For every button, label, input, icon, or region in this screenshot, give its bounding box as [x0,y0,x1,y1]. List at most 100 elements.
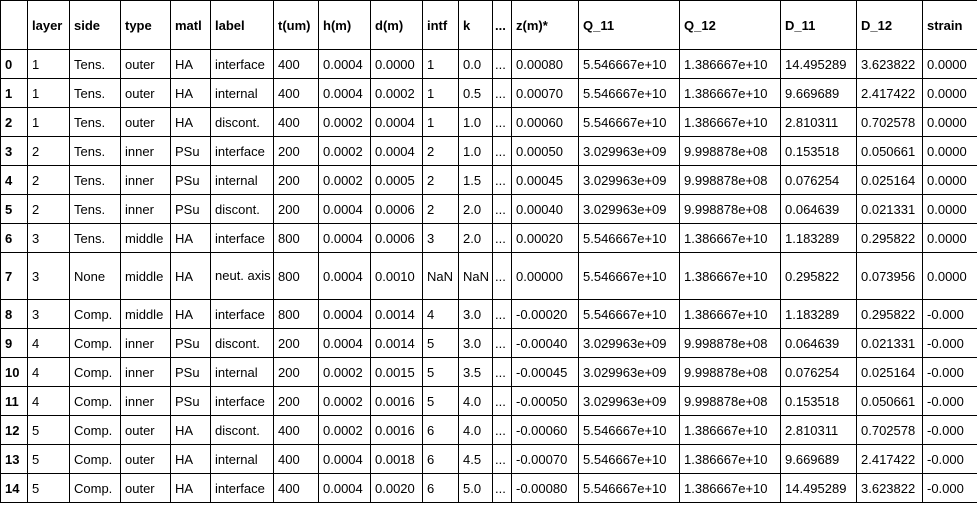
table-cell: 0.702578 [856,415,923,445]
table-cell: 0.0002 [318,415,371,445]
table-cell: interface [210,136,274,166]
table-cell: 0.025164 [856,357,923,387]
table-cell: PSu [170,386,211,416]
table-cell: 1.183289 [780,299,857,329]
column-header: D_12 [856,0,923,50]
table-cell: 0.0004 [318,194,371,224]
row-index: 0 [0,49,28,79]
table-cell: 1.0 [458,136,493,166]
table-cell: 0.153518 [780,386,857,416]
table-cell: 0.0004 [370,136,423,166]
column-header: D_11 [780,0,857,50]
table-cell: 1 [422,49,459,79]
table-cell: 14.495289 [780,473,857,503]
table-cell: 5.546667e+10 [578,415,680,445]
table-cell: Comp. [69,473,121,503]
table-cell: HA [170,473,211,503]
table-cell: 0.0000 [922,49,977,79]
table-cell: -0.00050 [511,386,579,416]
table-cell: 2 [422,165,459,195]
table-cell: 1.386667e+10 [679,415,781,445]
table-cell: 0.073956 [856,252,923,300]
column-header: side [69,0,121,50]
table-cell: outer [120,78,171,108]
table-cell: 1.386667e+10 [679,78,781,108]
table-cell: 1 [422,107,459,137]
table-cell: 400 [273,415,319,445]
table-cell: 5 [422,328,459,358]
table-cell: HA [170,444,211,474]
table-cell: 0.0014 [370,328,423,358]
ellipsis-cell: ... [492,194,512,224]
table-cell: internal [210,165,274,195]
ellipsis-cell: ... [492,299,512,329]
table-cell: 5.0 [458,473,493,503]
table-cell: -0.00080 [511,473,579,503]
ellipsis-cell: ... [492,386,512,416]
table-cell: 0.0002 [318,165,371,195]
column-header: type [120,0,171,50]
table-row: 12 5 Comp. outer HA discont. 400 0.0002 0.0016 6 4… [0,415,977,445]
table-cell: Comp. [69,444,121,474]
table-cell: 200 [273,194,319,224]
table-cell: 200 [273,357,319,387]
table-cell: 5.546667e+10 [578,107,680,137]
table-cell: neut. axis [210,252,274,300]
row-index: 11 [0,386,28,416]
table-cell: 4.0 [458,386,493,416]
table-cell: 0.0004 [318,444,371,474]
table-cell: discont. [210,415,274,445]
table-cell: outer [120,473,171,503]
table-cell: inner [120,194,171,224]
table-row: 1 1 Tens. outer HA internal 400 0.0004 0.0002 1 0.… [0,78,977,108]
table-cell: 0.021331 [856,328,923,358]
row-index: 9 [0,328,28,358]
table-cell: 2 [27,165,70,195]
table-cell: middle [120,252,171,300]
table-row: 13 5 Comp. outer HA internal 400 0.0004 0.0018 6 4… [0,444,977,474]
table-cell: inner [120,136,171,166]
table-cell: 3.029963e+09 [578,136,680,166]
table-cell: HA [170,223,211,253]
row-index: 5 [0,194,28,224]
table-cell: 0.0002 [370,78,423,108]
table-cell: 4 [422,299,459,329]
table-cell: 0.00020 [511,223,579,253]
table-cell: 0.5 [458,78,493,108]
table-cell: 9.998878e+08 [679,357,781,387]
row-index: 7 [0,252,28,300]
table-cell: outer [120,444,171,474]
table-cell: 5.546667e+10 [578,78,680,108]
table-cell: 800 [273,223,319,253]
table-cell: HA [170,415,211,445]
ellipsis-header: ... [492,0,512,50]
table-cell: 0.0002 [318,136,371,166]
table-cell: Tens. [69,107,121,137]
header-row: layer side type matl label t(um) h(m) d(m) intf k… [0,0,977,50]
table-row: 3 2 Tens. inner PSu interface 200 0.0002 0.0004 2… [0,136,977,166]
table-cell: 0.00045 [511,165,579,195]
table-cell: 3.5 [458,357,493,387]
table-cell: 0.0006 [370,194,423,224]
table-cell: 400 [273,49,319,79]
table-cell: 5.546667e+10 [578,473,680,503]
table-cell: 200 [273,136,319,166]
table-cell: 0.0016 [370,415,423,445]
table-cell: 2.417422 [856,78,923,108]
row-index: 10 [0,357,28,387]
column-header: label [210,0,274,50]
ellipsis-cell: ... [492,78,512,108]
table-cell: 1 [27,78,70,108]
table-cell: 4 [27,357,70,387]
table-cell: 3.029963e+09 [578,357,680,387]
table-cell: 200 [273,328,319,358]
table-cell: Comp. [69,415,121,445]
table-cell: 0.0018 [370,444,423,474]
table-cell: HA [170,78,211,108]
ellipsis-cell: ... [492,223,512,253]
table-cell: 5 [27,444,70,474]
table-cell: NaN [458,252,493,300]
table-cell: HA [170,299,211,329]
table-cell: 9.669689 [780,444,857,474]
